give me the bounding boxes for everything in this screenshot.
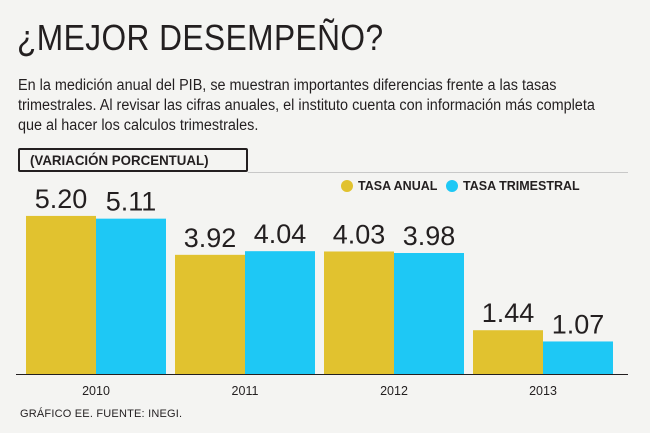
data-label-2011-quarterly: 4.04 <box>254 219 307 249</box>
bar-2011-quarterly <box>245 251 315 374</box>
data-label-2011-annual: 3.92 <box>184 223 237 253</box>
legend-label-annual: TASA ANUAL <box>358 179 438 193</box>
bar-2010-annual <box>26 215 96 374</box>
chart-title: ¿MEJOR DESEMPEÑO? <box>17 17 384 58</box>
x-tick-label-2010: 2010 <box>82 384 110 398</box>
legend-label-quarterly: TASA TRIMESTRAL <box>463 179 580 193</box>
legend-item-quarterly: TASA TRIMESTRAL <box>446 178 580 194</box>
x-tick-label-2012: 2012 <box>380 384 408 398</box>
legend-swatch-quarterly <box>446 180 458 192</box>
unit-badge: (VARIACIÓN PORCENTUAL) <box>18 148 248 172</box>
bar-2012-annual <box>324 251 394 374</box>
chart-subtitle: En la medición anual del PIB, se muestra… <box>18 77 595 134</box>
legend-swatch-annual <box>341 180 353 192</box>
data-label-2010-annual: 5.20 <box>35 184 88 214</box>
bar-2013-annual <box>473 330 543 374</box>
x-tick-label-2011: 2011 <box>232 384 259 398</box>
bar-2012-quarterly <box>394 253 464 374</box>
data-label-2012-quarterly: 3.98 <box>403 221 456 251</box>
data-label-2013-quarterly: 1.07 <box>552 309 605 339</box>
data-label-2013-annual: 1.44 <box>482 298 535 328</box>
bar-2013-quarterly <box>543 341 613 374</box>
header-rule <box>248 172 628 173</box>
legend-item-annual: TASA ANUAL <box>341 178 437 194</box>
data-label-2010-quarterly: 5.11 <box>106 187 157 217</box>
data-label-2012-annual: 4.03 <box>333 219 386 249</box>
source-note: GRÁFICO EE. FUENTE: INEGI. <box>20 408 183 420</box>
bar-2011-annual <box>175 254 245 374</box>
unit-label: (VARIACIÓN PORCENTUAL) <box>30 152 209 168</box>
bar-2010-quarterly <box>96 218 166 374</box>
x-tick-label-2013: 2013 <box>529 384 557 398</box>
